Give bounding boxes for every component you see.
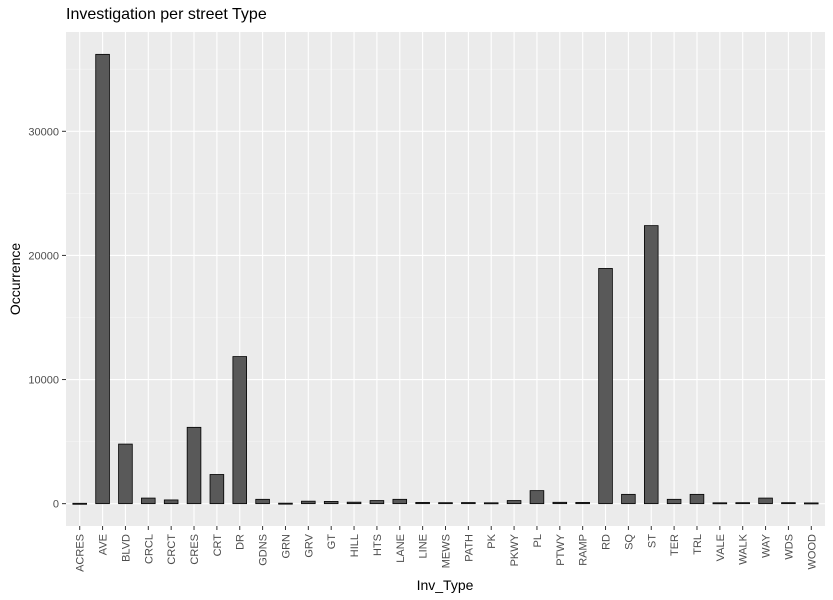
x-tick-label: PKWY [509,533,521,566]
bar-pk [483,502,499,505]
bar-mews [438,502,453,505]
x-tick-label: HILL [349,534,361,557]
y-tick-label: 0 [53,499,59,511]
x-tick-label: CRCT [166,534,178,565]
bar-crcl [141,497,156,505]
bar-dr [232,356,248,505]
y-tick-label: 20000 [28,250,59,262]
bar-lane [392,498,408,505]
y-axis-title: Occurrence [7,243,23,316]
y-tick-label: 30000 [28,126,59,138]
y-axis-ticks: 0 10000 20000 30000 [28,126,66,511]
x-tick-label: AVE [98,534,110,555]
bar-blvd [118,443,133,505]
x-tick-label: TER [669,534,681,556]
x-tick-label: ST [646,534,658,548]
bar-sq [621,493,636,505]
bar-line [415,502,430,505]
x-tick-label: CRCL [143,534,155,564]
x-tick-label: PTWY [555,533,567,565]
bar-path [461,502,476,505]
y-tick-label: 10000 [28,375,59,387]
x-tick-label: BLVD [120,534,132,562]
bar-pl [529,490,545,505]
x-tick-label: CRES [189,534,201,565]
bar-grn [278,502,293,505]
bar-cres [186,426,202,505]
bar-trl [689,493,705,505]
bars [72,53,819,505]
x-tick-label: TRL [692,534,704,555]
bar-way [758,497,773,505]
bar-gt [323,501,339,505]
x-tick-label: VALE [715,534,727,561]
x-tick-label: PL [532,534,544,547]
bar-gdns [255,498,270,505]
x-tick-label: GRV [303,533,315,557]
x-tick-label: LINE [418,534,430,558]
x-tick-label: WALK [738,533,750,564]
bar-ter [666,498,682,505]
bar-pkwy [506,500,522,505]
bar-crt [209,474,225,505]
chart-title: Investigation per street Type [66,6,267,23]
bar-ramp [575,502,590,505]
bar-hts [369,500,385,505]
x-tick-label: WOOD [806,534,818,569]
x-tick-label: GT [326,534,338,550]
x-tick-label: SQ [623,534,635,550]
x-tick-label: GRN [280,534,292,559]
x-tick-label: CRT [212,534,224,557]
x-tick-label: MEWS [441,534,453,568]
bar-ptwy [552,501,568,505]
x-tick-label: PATH [463,534,475,562]
bar-ave [95,53,110,505]
bar-hill [346,501,362,505]
bar-wds [781,502,796,505]
x-tick-label: RD [601,534,613,550]
bar-crct [163,499,179,505]
bar-grv [301,500,316,505]
bar-rd [598,268,613,505]
x-tick-label: ACRES [75,534,87,572]
bar-acres [72,502,87,505]
x-tick-label: LANE [395,534,407,563]
x-tick-label: DR [235,534,247,550]
x-tick-label: RAMP [578,534,590,566]
x-tick-label: GDNS [258,534,270,566]
x-tick-label: HTS [372,534,384,556]
x-tick-label: WAY [761,533,773,557]
bar-vale [712,502,728,505]
x-axis-ticks: ACRES AVE BLVD CRCL CRCT CRES CRT DR GDNS GRN GRV G… [75,526,818,572]
bar-walk [735,502,750,505]
x-tick-label: WDS [783,534,795,560]
bar-wood [804,502,819,505]
x-axis-title: Inv_Type [417,577,474,593]
bar-st [643,225,659,505]
x-tick-label: PK [486,533,498,548]
